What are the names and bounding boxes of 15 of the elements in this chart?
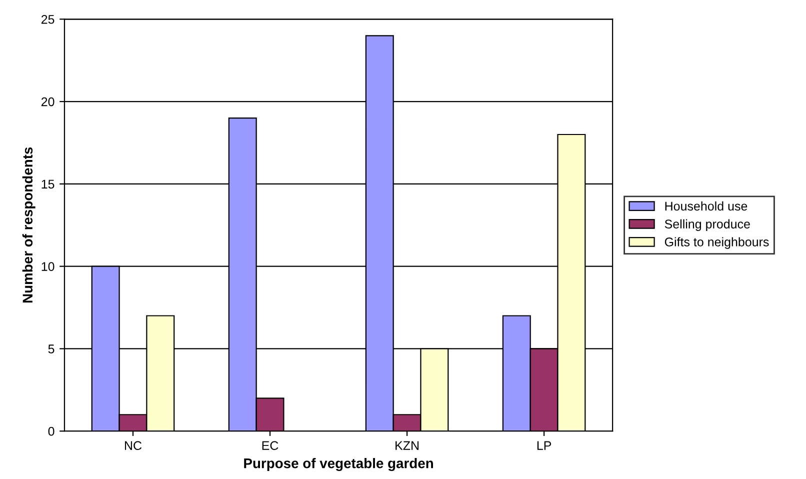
y-tick-label: 25 bbox=[41, 14, 54, 24]
y-tick-label: 20 bbox=[41, 97, 54, 106]
x-tick-label: EC bbox=[262, 441, 278, 450]
x-tick-label: KZN bbox=[396, 441, 419, 450]
legend-label: Selling produce bbox=[664, 219, 750, 231]
x-axis-title: Purpose of vegetable garden bbox=[244, 458, 433, 472]
y-axis-title: Number of respondents bbox=[22, 147, 36, 303]
y-tick-label: 10 bbox=[42, 262, 54, 271]
legend-label: Household use bbox=[665, 201, 748, 211]
x-tick-label: NC bbox=[124, 441, 142, 450]
y-tick-label: 5 bbox=[48, 344, 54, 354]
legend-label: Gifts to neighbours bbox=[664, 237, 769, 249]
y-tick-label: 0 bbox=[48, 426, 54, 436]
y-tick-label: 15 bbox=[42, 180, 54, 189]
x-tick-label: LP bbox=[537, 441, 552, 450]
